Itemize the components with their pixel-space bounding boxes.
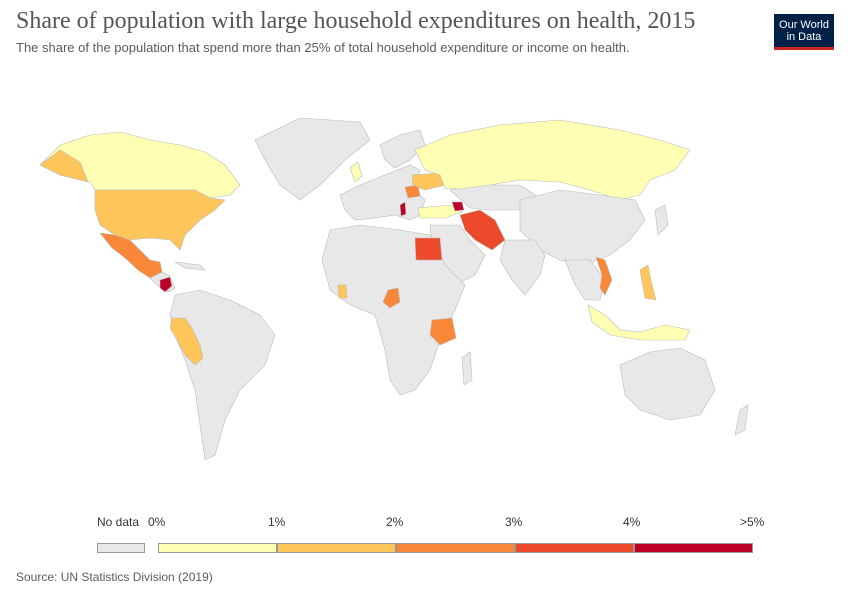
region-vietnam[interactable] (595, 256, 613, 296)
region-cameroon[interactable] (382, 287, 401, 309)
region-philippines[interactable] (639, 264, 657, 301)
region-usa[interactable] (94, 189, 226, 251)
region-south-america[interactable] (169, 289, 276, 461)
region-egypt[interactable] (414, 237, 443, 261)
logo-line-2: in Data (786, 31, 822, 43)
region-peru[interactable] (169, 317, 204, 366)
legend-no-data-swatch[interactable] (97, 543, 145, 553)
region-uk[interactable] (349, 161, 363, 183)
legend-tick-1: 1% (268, 515, 286, 529)
region-iran[interactable] (459, 209, 506, 251)
region-japan[interactable] (654, 204, 669, 236)
region-india[interactable] (499, 239, 546, 296)
region-australia[interactable] (619, 347, 716, 421)
region-mexico[interactable] (99, 232, 163, 279)
region-se-asia[interactable] (564, 259, 606, 301)
region-ghana[interactable] (337, 284, 348, 299)
region-indonesia[interactable] (587, 304, 691, 341)
chart-title: Share of population with large household… (16, 8, 696, 34)
map-legend: No data 0% 1% 2% 3% 4% >5% (0, 505, 850, 565)
legend-tick-5: >5% (740, 515, 765, 529)
legend-bin-1[interactable] (277, 543, 396, 553)
region-alaska[interactable] (39, 149, 89, 183)
region-russia[interactable] (414, 119, 691, 201)
legend-tick-0: 0% (148, 515, 166, 529)
chart-subtitle: The share of the population that spend m… (16, 40, 630, 55)
legend-tick-2: 2% (386, 515, 404, 529)
region-tanzania[interactable] (429, 317, 457, 346)
region-romania[interactable] (404, 184, 421, 199)
legend-bin-2[interactable] (396, 543, 515, 553)
legend-bin-4[interactable] (634, 543, 753, 553)
legend-tick-3: 3% (505, 515, 523, 529)
legend-tick-4: 4% (623, 515, 641, 529)
logo-line-1: Our World (779, 19, 829, 31)
region-madagascar[interactable] (461, 351, 473, 386)
world-map (39, 117, 749, 461)
region-new-zealand[interactable] (734, 404, 749, 436)
region-caribbean[interactable] (174, 261, 206, 271)
owid-logo[interactable]: Our World in Data (774, 14, 834, 50)
region-turkey[interactable] (417, 204, 463, 219)
source-note: Source: UN Statistics Division (2019) (16, 570, 213, 584)
region-canada[interactable] (39, 131, 241, 199)
legend-bin-3[interactable] (515, 543, 634, 553)
region-armenia[interactable] (451, 201, 465, 212)
region-albania[interactable] (399, 201, 407, 217)
legend-no-data-label: No data (97, 515, 140, 529)
legend-bin-0[interactable] (158, 543, 277, 553)
region-africa[interactable] (321, 224, 466, 396)
region-greenland[interactable] (254, 117, 371, 201)
region-nicaragua[interactable] (159, 276, 173, 293)
